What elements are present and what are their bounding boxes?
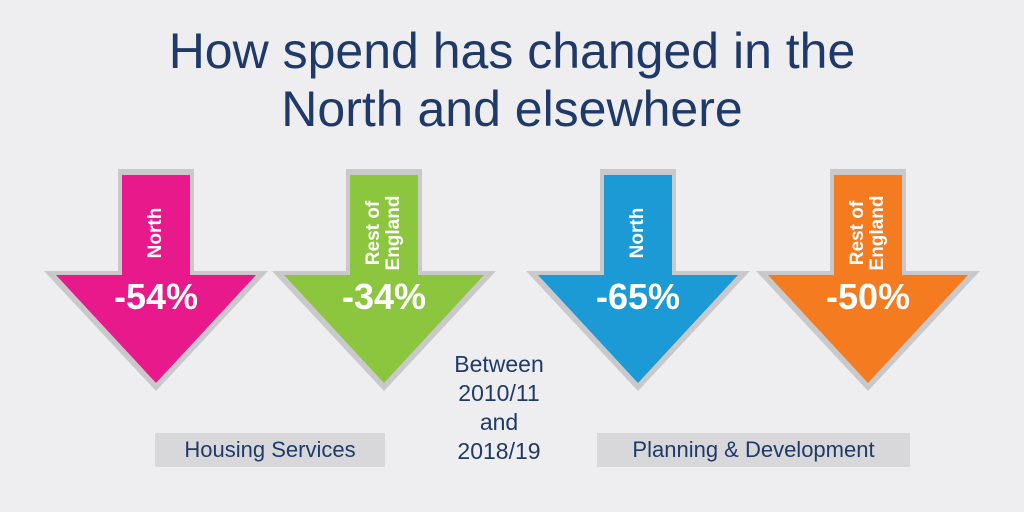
period-line-4: 2018/19 (457, 438, 541, 464)
region-line-1: North (627, 207, 648, 259)
region-label: North (606, 181, 670, 285)
region-line-1: Rest of (847, 200, 868, 266)
title-line-2: North and elsewhere (281, 81, 743, 137)
arrow-fill (538, 175, 738, 383)
housing-rest-of-england-arrow: Rest of England -34% (268, 165, 500, 397)
planning-development-label: Planning & Development (597, 433, 910, 467)
region-label: North (124, 181, 188, 285)
region-line-2: England (383, 195, 404, 271)
period-line-2: 2010/11 (458, 380, 540, 406)
arrow-fill (768, 175, 968, 383)
arrow-fill (284, 175, 484, 383)
housing-north-arrow: North -54% (40, 165, 272, 397)
change-percent: -34% (341, 276, 427, 317)
region-label: Rest of England (352, 181, 416, 285)
down-arrow-icon (526, 169, 750, 391)
period-line-3: and (479, 409, 519, 435)
housing-services-label: Housing Services (155, 433, 385, 467)
period-line-1: Between (454, 351, 544, 377)
down-arrow-icon (756, 169, 980, 391)
page-title: How spend has changed in the North and e… (0, 22, 1024, 138)
change-percent: -65% (595, 276, 681, 317)
region-label: Rest of England (836, 181, 900, 285)
down-arrow-icon (272, 169, 496, 391)
title-line-1: How spend has changed in the (168, 23, 856, 79)
change-percent: -50% (825, 276, 911, 317)
planning-north-arrow: North -65% (522, 165, 754, 397)
change-percent: -54% (113, 276, 199, 317)
region-line-1: Rest of (363, 200, 384, 266)
region-line-1: North (145, 207, 166, 259)
planning-rest-of-england-arrow: Rest of England -50% (752, 165, 984, 397)
arrow-fill (56, 175, 256, 383)
period-label: Between 2010/11 and 2018/19 (424, 350, 574, 466)
region-line-2: England (867, 195, 888, 271)
down-arrow-icon (44, 169, 268, 391)
